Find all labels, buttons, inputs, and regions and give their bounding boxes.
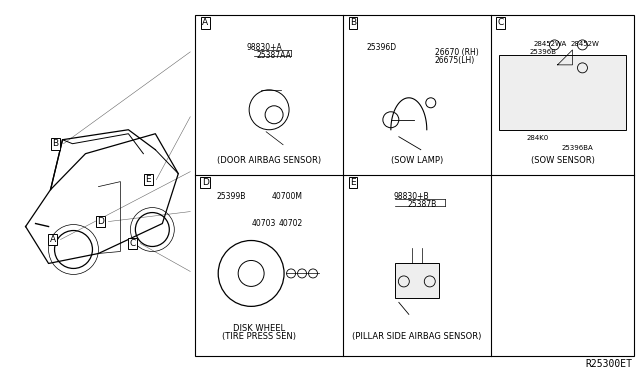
Text: 25387AA: 25387AA bbox=[257, 51, 292, 60]
Text: D: D bbox=[202, 178, 209, 187]
Text: D: D bbox=[97, 217, 104, 226]
Text: C: C bbox=[497, 19, 504, 28]
Bar bbox=[395, 263, 439, 298]
Text: 40700M: 40700M bbox=[271, 192, 303, 201]
Text: B: B bbox=[350, 19, 356, 28]
Text: (PILLAR SIDE AIRBAG SENSOR): (PILLAR SIDE AIRBAG SENSOR) bbox=[352, 332, 481, 341]
Bar bbox=[195, 15, 634, 356]
Text: DISK WHEEL: DISK WHEEL bbox=[233, 324, 285, 333]
Text: 25399B: 25399B bbox=[216, 192, 246, 201]
Text: 26675(LH): 26675(LH) bbox=[435, 56, 475, 65]
Text: (SOW LAMP): (SOW LAMP) bbox=[390, 155, 443, 165]
Text: E: E bbox=[350, 178, 356, 187]
Text: 28452WA: 28452WA bbox=[534, 41, 567, 47]
Text: 25387B: 25387B bbox=[407, 200, 436, 209]
Text: (DOOR AIRBAG SENSOR): (DOOR AIRBAG SENSOR) bbox=[217, 155, 321, 165]
Text: (TIRE PRESS SEN): (TIRE PRESS SEN) bbox=[222, 332, 296, 341]
Text: A: A bbox=[49, 235, 56, 244]
Text: 25396D: 25396D bbox=[367, 43, 397, 52]
Text: 284K0: 284K0 bbox=[527, 135, 548, 141]
Text: 40703: 40703 bbox=[252, 219, 276, 228]
Text: 25396BA: 25396BA bbox=[561, 145, 593, 151]
Text: 40702: 40702 bbox=[279, 219, 303, 228]
Text: 26670 (RH): 26670 (RH) bbox=[435, 48, 479, 57]
Text: B: B bbox=[52, 139, 59, 148]
Text: A: A bbox=[202, 19, 208, 28]
Bar bbox=[499, 55, 627, 130]
Text: E: E bbox=[145, 175, 151, 184]
Text: 28452W: 28452W bbox=[570, 41, 599, 47]
Text: 98830+A: 98830+A bbox=[246, 43, 282, 52]
Text: (SOW SENSOR): (SOW SENSOR) bbox=[531, 155, 595, 165]
Text: 25396B: 25396B bbox=[529, 49, 556, 55]
Text: 98830+B: 98830+B bbox=[394, 192, 429, 201]
Text: C: C bbox=[129, 239, 136, 248]
Text: R25300ET: R25300ET bbox=[586, 359, 632, 369]
